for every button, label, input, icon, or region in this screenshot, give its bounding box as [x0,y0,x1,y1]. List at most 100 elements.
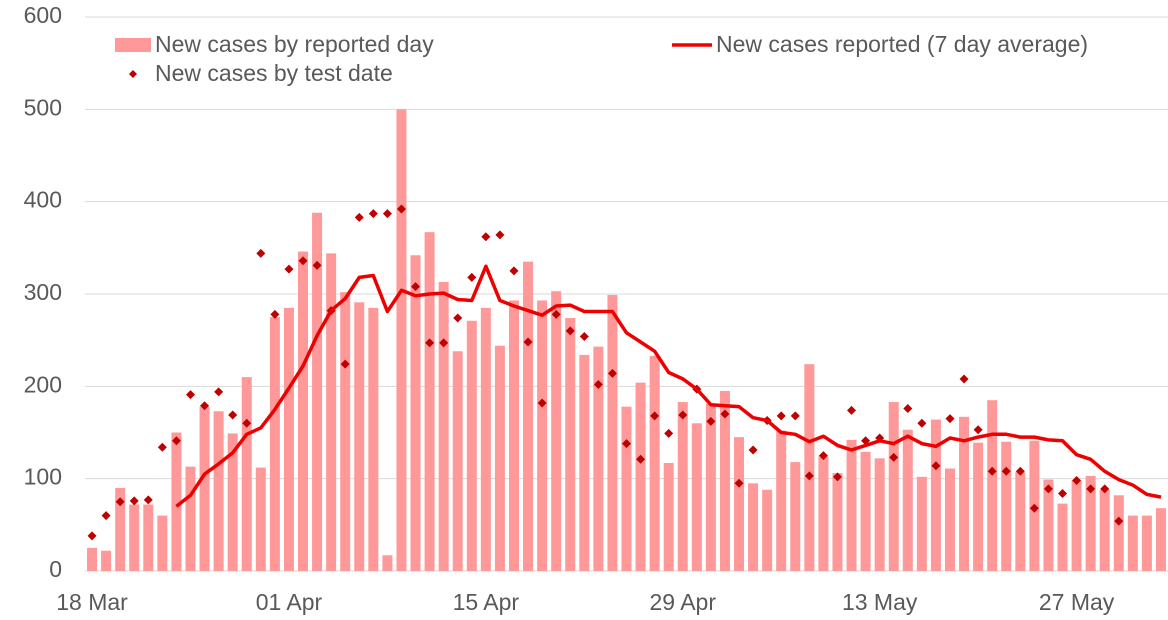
marker [396,204,406,214]
marker [622,439,631,449]
x-tick-label: 29 Apr [650,589,717,615]
marker [565,326,575,336]
marker [776,411,786,421]
marker [804,471,814,481]
marker [354,212,364,222]
bar [1015,472,1026,571]
bar [1057,503,1068,571]
bar [1155,508,1166,571]
bar [1141,515,1152,571]
marker [1001,466,1011,476]
bar [902,429,913,571]
marker [945,414,955,424]
legend-label: New cases by reported day [155,31,434,57]
marker [650,411,660,421]
marker [382,209,392,219]
bar [171,432,182,571]
bar [987,400,998,571]
bar [466,320,477,571]
bar [508,300,519,571]
bar [537,300,548,571]
marker [959,374,969,384]
marker [931,461,941,471]
x-tick-label: 01 Apr [256,589,323,615]
bar [649,355,660,571]
bar [790,462,801,571]
bar [607,294,618,571]
marker [593,379,603,389]
marker [847,405,857,415]
bar [1001,441,1012,571]
marker [101,511,111,521]
bar [748,483,759,571]
bar [199,406,210,571]
marker [467,272,477,282]
marker [579,331,589,341]
bar [438,281,449,571]
bar [846,439,857,571]
marker [87,531,97,541]
marker [411,282,421,292]
marker [1043,484,1053,494]
marker [832,472,842,482]
legend-label: New cases reported (7 day average) [716,31,1088,57]
legend-label: New cases by test date [155,60,393,86]
bar [818,456,829,571]
x-tick-label: 18 Mar [56,589,128,615]
line [175,264,1162,508]
marker [973,425,983,435]
marker [228,410,238,420]
marker [607,368,617,378]
y-tick-label: 200 [24,371,62,397]
bar [312,212,323,571]
marker [298,256,308,266]
bar [1127,515,1138,571]
marker [818,451,828,461]
bar [1099,489,1110,571]
bar [227,433,238,571]
marker [157,442,167,452]
bar [719,390,730,571]
bar [860,451,871,571]
marker [1015,466,1025,476]
x-tick-label: 27 May [1039,589,1115,615]
bar [382,555,393,571]
marker [200,401,210,411]
bar [973,442,984,571]
y-tick-label: 400 [24,187,62,213]
bar [888,402,899,571]
marker [425,338,435,348]
bar [396,109,407,571]
marker [256,248,266,258]
bar [1113,495,1124,571]
marker [185,390,195,400]
marker [889,452,899,462]
marker [1072,476,1082,486]
y-tick-label: 500 [24,94,62,120]
bar [298,251,309,571]
y-tick-label: 300 [24,279,62,305]
bar [621,406,632,571]
bar [691,423,702,571]
bar [87,547,98,571]
bar [424,232,435,572]
marker [284,264,294,274]
bar [410,255,421,571]
bar [804,364,815,571]
marker [734,478,744,488]
bar [129,504,140,571]
y-tick-label: 600 [24,2,62,28]
y-tick-label: 100 [24,464,62,490]
bar [579,354,590,571]
marker [987,466,997,476]
x-tick-label: 15 Apr [453,589,520,615]
bar [115,487,126,571]
bar [593,346,604,571]
bar [157,515,168,571]
marker [790,411,800,421]
bar [1071,480,1082,571]
bar [916,476,927,571]
bar [551,291,562,571]
bar [635,382,646,571]
bar [762,489,773,571]
